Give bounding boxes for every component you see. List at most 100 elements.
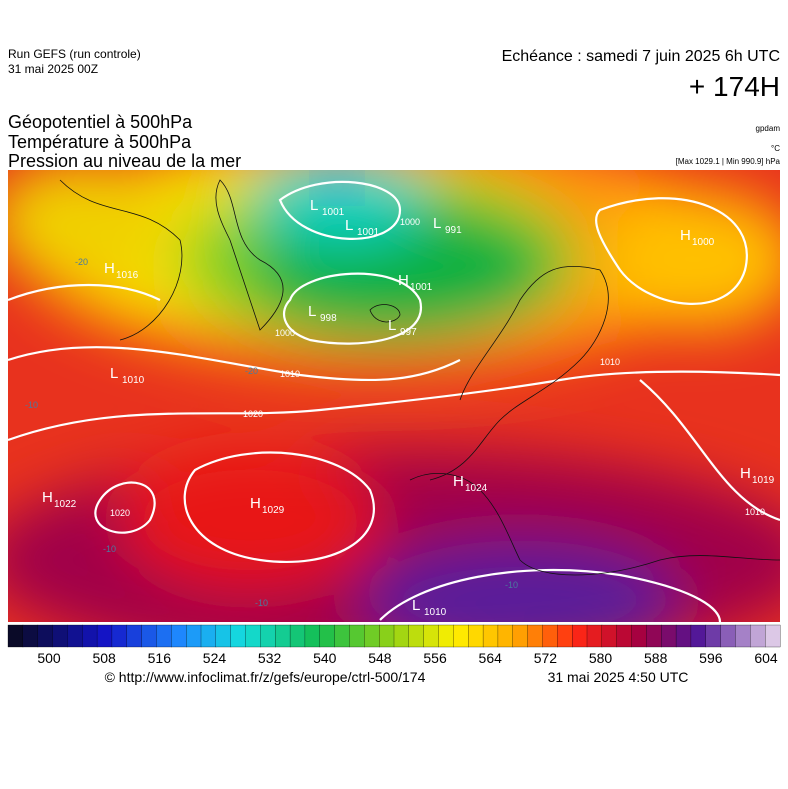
center-letter: H (250, 495, 261, 512)
isobar-label: 1010 (600, 357, 620, 367)
colorbar-label: 508 (92, 650, 116, 666)
colorbar-swatch (186, 624, 202, 648)
colorbar-label: 524 (203, 650, 227, 666)
unit: °C (771, 144, 780, 153)
center-pressure: 1029 (262, 505, 285, 516)
center-letter: H (398, 272, 409, 289)
colorbar-swatch (200, 624, 217, 648)
issued: 31 mai 2025 4:50 UTC (548, 669, 689, 685)
colorbar-label: 572 (534, 650, 558, 666)
center-letter: L (308, 303, 316, 320)
colorbar-swatch (37, 624, 53, 648)
colorbar-swatch (393, 624, 410, 648)
colorbar-label: 596 (699, 650, 723, 666)
colorbar-swatch (260, 624, 276, 648)
colorbar-swatch (497, 624, 514, 648)
center-letter: L (412, 597, 420, 614)
colorbar-swatch (230, 624, 246, 648)
title: Géopotentiel à 500hPa (8, 112, 193, 132)
title: Température à 500hPa (8, 132, 192, 152)
colorbar-label: 548 (368, 650, 392, 666)
center-pressure: 998 (320, 313, 337, 324)
center-letter: H (680, 227, 691, 244)
center-pressure: 1024 (465, 483, 488, 494)
center-letter: L (345, 217, 353, 234)
center-pressure: 1000 (692, 237, 715, 248)
unit: gpdam (756, 124, 781, 133)
colorbar-swatch (334, 624, 350, 648)
colorbar-swatch (245, 624, 261, 648)
isobar-label: 1000 (400, 217, 420, 227)
colorbar-swatch (542, 624, 558, 648)
run: Run GEFS (run controle) (8, 47, 141, 61)
isobar-label: 1010 (745, 507, 765, 517)
colorbar-swatch (690, 624, 707, 648)
coastlines (59, 179, 780, 576)
isobar-label: 1000 (275, 328, 295, 338)
isobars (8, 180, 780, 622)
center-pressure: 1010 (424, 607, 447, 618)
colorbar-swatch (319, 624, 336, 648)
colorbar-label: 564 (479, 650, 503, 666)
isobar-label: 1020 (110, 508, 130, 518)
colorbar-swatch (349, 624, 365, 648)
temperature-label: -10 (103, 544, 116, 554)
colorbar-swatch (52, 624, 68, 648)
run-date: 31 mai 2025 00Z (8, 62, 98, 76)
colorbar-swatch (586, 624, 603, 648)
center-pressure: 991 (445, 225, 462, 236)
colorbar-label: 604 (754, 650, 778, 666)
center-pressure: 1022 (54, 499, 77, 510)
colorbar-swatch (705, 624, 722, 648)
colorbar-swatch (22, 624, 39, 648)
colorbar-swatch (438, 624, 454, 648)
colorbar-swatch (601, 624, 618, 648)
temperature-label: -10 (255, 598, 268, 608)
colorbar-label: 500 (37, 650, 61, 666)
colorbar-swatch (67, 624, 83, 648)
colorbar-label: 540 (313, 650, 337, 666)
colorbar-swatch (661, 624, 677, 648)
colorbar-swatch (96, 624, 113, 648)
title: Pression au niveau de la mer (8, 151, 241, 171)
colorbar-swatch (408, 624, 425, 648)
colorbar-swatch (468, 624, 484, 648)
colorbar-swatch (111, 624, 128, 648)
colorbar-swatch (215, 624, 232, 648)
colorbar-swatch (156, 624, 172, 648)
colorbar-swatch (82, 624, 98, 648)
colorbar-swatch (7, 624, 24, 648)
unit: [Max 1029.1 | Min 990.9] hPa (676, 157, 781, 166)
center-letter: H (453, 473, 464, 490)
source: © http://www.infoclimat.fr/z/gefs/europe… (105, 669, 426, 685)
colorbar-swatch (675, 624, 692, 648)
center-pressure: 997 (400, 327, 417, 338)
center-letter: L (310, 197, 318, 214)
colorbar-swatch (289, 624, 306, 648)
colorbar-label: 556 (423, 650, 447, 666)
colorbar-swatch (126, 624, 143, 648)
temperature-label: -10 (25, 400, 38, 410)
center-letter: L (110, 365, 118, 382)
colorbar-swatch (453, 624, 469, 648)
isobar-label: 1020 (243, 409, 263, 419)
isobar-label: 1010 (280, 369, 300, 379)
center-letter: H (104, 260, 115, 277)
colorbar-swatch (631, 624, 647, 648)
colorbar-swatch (379, 624, 395, 648)
center-pressure: 1016 (116, 270, 139, 281)
center-pressure: 1001 (357, 227, 380, 238)
colorbar-swatch (364, 624, 380, 648)
center-letter: L (433, 215, 441, 232)
colorbar-swatch (171, 624, 187, 648)
temperature-label: -20 (245, 366, 258, 376)
center-pressure: 1001 (322, 207, 345, 218)
center-pressure: 1001 (410, 282, 433, 293)
colorbar-swatch (482, 624, 499, 648)
colorbar-swatch (720, 624, 736, 648)
center-pressure: 1010 (122, 375, 145, 386)
colorbar-swatch (646, 624, 662, 648)
